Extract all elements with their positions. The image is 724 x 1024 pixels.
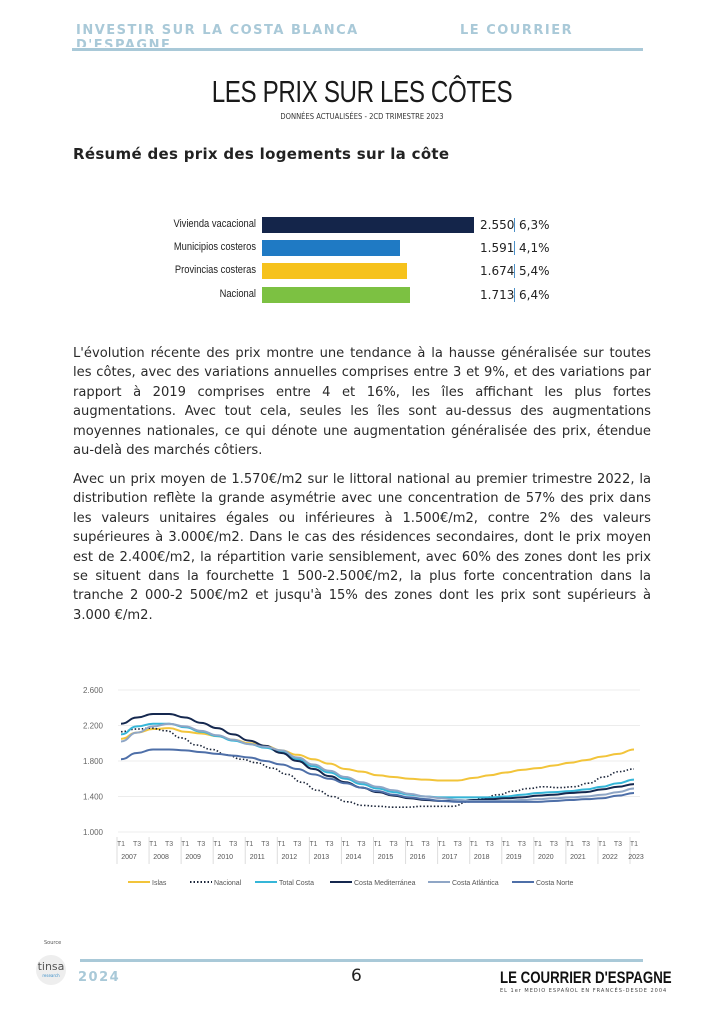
x-tick-label: T3 — [293, 841, 301, 848]
x-tick-label: T1 — [373, 841, 381, 848]
summary-bar — [262, 217, 474, 233]
x-year-label: 2018 — [474, 854, 490, 861]
summary-bar — [262, 287, 410, 303]
tinsa-logo: tinsa research — [36, 955, 66, 985]
legend-label: Costa Atlántica — [452, 880, 499, 887]
legend-label: Total Costa — [279, 880, 314, 887]
summary-bar — [262, 263, 407, 279]
summary-bar — [262, 240, 400, 256]
y-tick-label: 1.800 — [83, 757, 104, 766]
x-tick-label: T3 — [261, 841, 269, 848]
x-year-label: 2020 — [538, 854, 554, 861]
x-year-label: 2019 — [506, 854, 522, 861]
x-year-label: 2013 — [314, 854, 330, 861]
x-year-label: 2014 — [346, 854, 362, 861]
summary-pct: 4,1% — [514, 241, 550, 255]
brand-logo: LE COURRIER D'ESPAGNE — [500, 968, 672, 987]
footer-divider — [80, 959, 643, 962]
x-tick-label: T1 — [598, 841, 606, 848]
y-tick-label: 1.000 — [83, 828, 104, 837]
x-tick-label: T1 — [566, 841, 574, 848]
x-tick-label: T3 — [133, 841, 141, 848]
x-tick-label: T1 — [341, 841, 349, 848]
x-tick-label: T1 — [117, 841, 125, 848]
x-tick-label: T1 — [309, 841, 317, 848]
x-tick-label: T1 — [502, 841, 510, 848]
x-year-label: 2009 — [185, 854, 201, 861]
logo-subtext: research — [42, 973, 60, 978]
x-tick-label: T3 — [165, 841, 173, 848]
page-subtitle: DONNÉES ACTUALISÉES - 2CD TRIMESTRE 2023 — [280, 112, 444, 121]
x-year-label: 2007 — [121, 854, 137, 861]
legend-label: Costa Norte — [536, 880, 573, 887]
logo-text: tinsa — [37, 960, 65, 973]
x-year-label: 2011 — [250, 854, 265, 861]
x-tick-label: T1 — [630, 841, 638, 848]
x-tick-label: T1 — [213, 841, 221, 848]
x-tick-label: T3 — [357, 841, 365, 848]
header-right: LE COURRIER — [460, 23, 574, 38]
x-tick-label: T3 — [518, 841, 526, 848]
source-label: Source — [44, 940, 62, 946]
series-line-nacional — [120, 727, 635, 808]
x-tick-label: T3 — [614, 841, 622, 848]
x-tick-label: T1 — [149, 841, 157, 848]
x-year-label: 2008 — [153, 854, 169, 861]
legend-label: Costa Mediterránea — [354, 880, 416, 887]
summary-pct: 5,4% — [514, 264, 550, 278]
summary-pct: 6,3% — [514, 218, 550, 232]
summary-value: 1.591 — [480, 241, 515, 255]
brand-tagline: EL 1er MEDIO ESPAÑOL EN FRANCÉS-DESDE 20… — [500, 988, 668, 994]
series-line-costa-atl-ntica — [120, 722, 635, 802]
summary-value: 2.550 — [480, 218, 515, 232]
x-year-label: 2012 — [282, 854, 298, 861]
section-title: Résumé des prix des logements sur la côt… — [73, 145, 450, 163]
x-year-label: 2015 — [378, 854, 394, 861]
x-tick-label: T3 — [582, 841, 590, 848]
y-tick-label: 2.200 — [83, 722, 104, 731]
page-number: 6 — [351, 966, 362, 986]
x-tick-label: T3 — [550, 841, 558, 848]
paragraph-2: Avec un prix moyen de 1.570€/m2 sur le l… — [73, 472, 651, 623]
x-tick-label: T3 — [422, 841, 430, 848]
x-tick-label: T1 — [277, 841, 285, 848]
x-year-label: 2017 — [442, 854, 458, 861]
x-tick-label: T1 — [405, 841, 413, 848]
series-line-islas — [120, 727, 635, 782]
x-year-label: 2023 — [628, 854, 644, 861]
header-divider — [72, 48, 643, 51]
x-tick-label: T1 — [245, 841, 253, 848]
paragraph-1: L'évolution récente des prix montre une … — [73, 346, 651, 459]
x-tick-label: T1 — [181, 841, 189, 848]
legend-label: Islas — [152, 880, 167, 887]
legend-label: Nacional — [214, 880, 242, 887]
x-tick-label: T3 — [229, 841, 237, 848]
x-tick-label: T3 — [486, 841, 494, 848]
summary-label: Municipios costeros — [173, 241, 256, 253]
x-tick-label: T3 — [389, 841, 397, 848]
series-line-costa-norte — [120, 748, 635, 803]
summary-label: Provincias costeras — [174, 264, 256, 276]
x-tick-label: T1 — [438, 841, 446, 848]
footer-year: 2024 — [78, 970, 121, 985]
header-left: INVESTIR SUR LA COSTA BLANCA D'ESPAGNE — [76, 23, 359, 47]
x-year-label: 2016 — [410, 854, 426, 861]
page-title: LES PRIX SUR LES CÔTES — [211, 74, 513, 109]
x-tick-label: T1 — [470, 841, 478, 848]
x-tick-label: T3 — [454, 841, 462, 848]
price-line-chart: 1.000 1.400 1.800 2.200 2.600 T1 T3 T1 T3 T1 T3 T1 T… — [83, 686, 644, 887]
y-tick-label: 1.400 — [83, 793, 104, 802]
x-tick-label: T1 — [534, 841, 542, 848]
x-year-label: 2010 — [217, 854, 233, 861]
x-tick-label: T3 — [325, 841, 333, 848]
y-tick-label: 2.600 — [83, 686, 104, 695]
x-year-label: 2022 — [602, 854, 618, 861]
x-year-label: 2021 — [570, 854, 586, 861]
summary-label: Nacional — [219, 288, 256, 300]
summary-value: 1.713 — [480, 288, 515, 302]
summary-pct: 6,4% — [514, 288, 550, 302]
summary-value: 1.674 — [480, 264, 515, 278]
summary-label: Vivienda vacacional — [173, 218, 256, 230]
x-tick-label: T3 — [197, 841, 205, 848]
